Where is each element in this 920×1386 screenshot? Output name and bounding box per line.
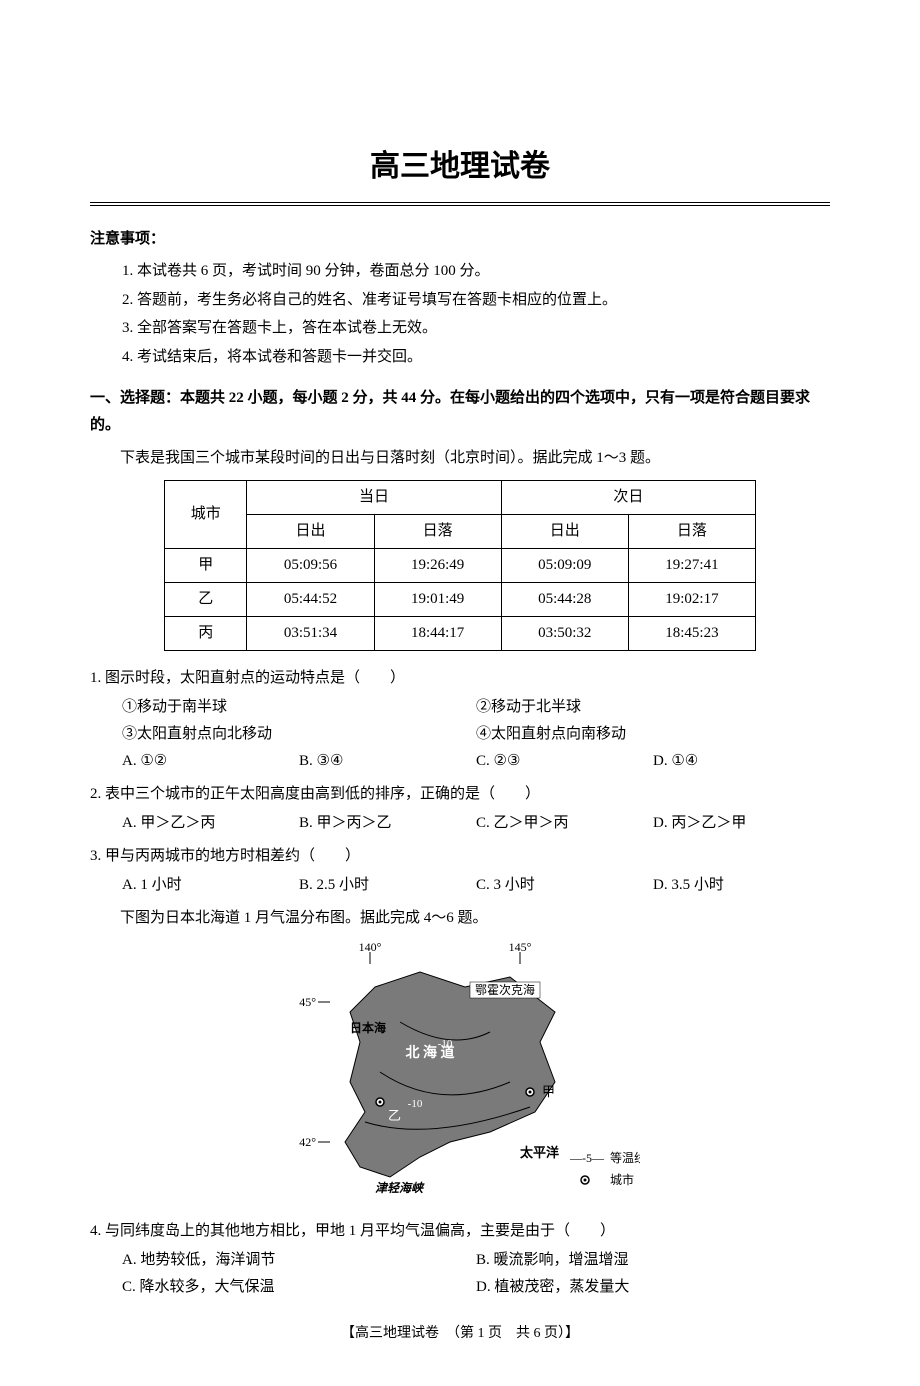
th-day2: 次日 [501,481,755,515]
sunrise-sunset-table: 城市 当日 次日 日出 日落 日出 日落 甲 05:09:56 19:26:49… [164,480,756,651]
td-city: 丙 [165,617,247,651]
question-text: 2. 表中三个城市的正午太阳高度由高到低的排序，正确的是（ ） [90,781,830,808]
th-day1: 当日 [247,481,501,515]
hokkaido-map: 140° 145° 45° 42° -10 -10 甲 乙 鄂霍次克海 日本海 … [280,942,640,1202]
option: B. 2.5 小时 [299,872,476,899]
option: A. 1 小时 [122,872,299,899]
question-1: 1. 图示时段，太阳直射点的运动特点是（ ） ①移动于南半球 ②移动于北半球 ③… [90,665,830,775]
sub-options: ①移动于南半球 ②移动于北半球 ③太阳直射点向北移动 ④太阳直射点向南移动 [90,694,830,748]
option: D. 植被茂密，蒸发量大 [476,1274,830,1301]
page-footer: 【高三地理试卷 （第 1 页 共 6 页）】 [90,1321,830,1346]
th-city: 城市 [165,481,247,549]
td-city: 乙 [165,583,247,617]
td-val: 05:44:52 [247,583,374,617]
legend-text: 等温线/℃ [610,1151,640,1165]
notice-item: 4. 考试结束后，将本试卷和答题卡一并交回。 [122,343,830,372]
question-text: 1. 图示时段，太阳直射点的运动特点是（ ） [90,665,830,692]
options: A. 1 小时 B. 2.5 小时 C. 3 小时 D. 3.5 小时 [90,872,830,899]
city-label: 乙 [388,1108,401,1123]
options: A. 甲＞乙＞丙 B. 甲＞丙＞乙 C. 乙＞甲＞丙 D. 丙＞乙＞甲 [90,810,830,837]
td-val: 19:02:17 [628,583,755,617]
table-row: 城市 当日 次日 [165,481,756,515]
td-val: 18:45:23 [628,617,755,651]
td-val: 03:50:32 [501,617,628,651]
option: C. 降水较多，大气保温 [122,1274,476,1301]
options: A. ①② B. ③④ C. ②③ D. ①④ [90,748,830,775]
notice-item: 1. 本试卷共 6 页，考试时间 90 分钟，卷面总分 100 分。 [122,257,830,286]
legend-city-dot [584,1179,587,1182]
td-val: 19:27:41 [628,549,755,583]
table-row: 乙 05:44:52 19:01:49 05:44:28 19:02:17 [165,583,756,617]
lat-label: 45° [299,995,316,1009]
legend-line: —-5— [569,1151,605,1165]
td-val: 05:44:28 [501,583,628,617]
question-4: 4. 与同纬度岛上的其他地方相比，甲地 1 月平均气温偏高，主要是由于（ ） A… [90,1218,830,1301]
table-row: 甲 05:09:56 19:26:49 05:09:09 19:27:41 [165,549,756,583]
th-sunrise: 日出 [501,515,628,549]
island-label: 北 海 道 [406,1044,455,1061]
option: B. ③④ [299,748,476,775]
th-sunset: 日落 [374,515,501,549]
city-label: 甲 [542,1084,555,1099]
city-dot [379,1101,382,1104]
option: C. 3 小时 [476,872,653,899]
notice-list: 1. 本试卷共 6 页，考试时间 90 分钟，卷面总分 100 分。 2. 答题… [90,257,830,371]
sub-option: ③太阳直射点向北移动 [122,721,476,748]
question-2: 2. 表中三个城市的正午太阳高度由高到低的排序，正确的是（ ） A. 甲＞乙＞丙… [90,781,830,837]
question-text: 4. 与同纬度岛上的其他地方相比，甲地 1 月平均气温偏高，主要是由于（ ） [90,1218,830,1245]
option: A. 地势较低，海洋调节 [122,1247,476,1274]
sub-option: ④太阳直射点向南移动 [476,721,830,748]
lon-label: 140° [359,942,382,954]
sub-option: ①移动于南半球 [122,694,476,721]
sea-label: 日本海 [350,1020,386,1035]
option: C. 乙＞甲＞丙 [476,810,653,837]
td-val: 19:26:49 [374,549,501,583]
option: A. ①② [122,748,299,775]
td-val: 19:01:49 [374,583,501,617]
th-sunrise: 日出 [247,515,374,549]
city-dot [529,1091,532,1094]
td-val: 03:51:34 [247,617,374,651]
question-text: 3. 甲与丙两城市的地方时相差约（ ） [90,843,830,870]
intro-text: 下表是我国三个城市某段时间的日出与日落时刻（北京时间）。据此完成 1～3 题。 [90,445,830,472]
page-title: 高三地理试卷 [90,140,830,194]
notice-item: 3. 全部答案写在答题卡上，答在本试卷上无效。 [122,314,830,343]
question-3: 3. 甲与丙两城市的地方时相差约（ ） A. 1 小时 B. 2.5 小时 C.… [90,843,830,899]
map-svg: 140° 145° 45° 42° -10 -10 甲 乙 鄂霍次克海 日本海 … [280,942,640,1202]
sub-option: ②移动于北半球 [476,694,830,721]
td-val: 18:44:17 [374,617,501,651]
strait-label: 津轻海峡 [375,1181,425,1195]
lon-label: 145° [509,942,532,954]
th-sunset: 日落 [628,515,755,549]
td-val: 05:09:56 [247,549,374,583]
lat-label: 42° [299,1135,316,1149]
option: D. 丙＞乙＞甲 [653,810,830,837]
intro-text: 下图为日本北海道 1 月气温分布图。据此完成 4～6 题。 [90,905,830,932]
option: A. 甲＞乙＞丙 [122,810,299,837]
isotherm-label: -10 [408,1098,423,1110]
table-row: 丙 03:51:34 18:44:17 03:50:32 18:45:23 [165,617,756,651]
table-row: 日出 日落 日出 日落 [165,515,756,549]
td-val: 05:09:09 [501,549,628,583]
notice-heading: 注意事项： [90,226,830,253]
notice-item: 2. 答题前，考生务必将自己的姓名、准考证号填写在答题卡相应的位置上。 [122,286,830,315]
options: A. 地势较低，海洋调节 B. 暖流影响，增温增湿 C. 降水较多，大气保温 D… [90,1247,830,1301]
option: B. 暖流影响，增温增湿 [476,1247,830,1274]
section-heading: 一、选择题：本题共 22 小题，每小题 2 分，共 44 分。在每小题给出的四个… [90,385,830,439]
sea-label: 鄂霍次克海 [475,982,535,997]
option: D. 3.5 小时 [653,872,830,899]
legend-text: 城市 [610,1172,634,1187]
td-city: 甲 [165,549,247,583]
option: C. ②③ [476,748,653,775]
option: B. 甲＞丙＞乙 [299,810,476,837]
title-underline [90,202,830,206]
sea-label: 太平洋 [519,1145,559,1160]
option: D. ①④ [653,748,830,775]
